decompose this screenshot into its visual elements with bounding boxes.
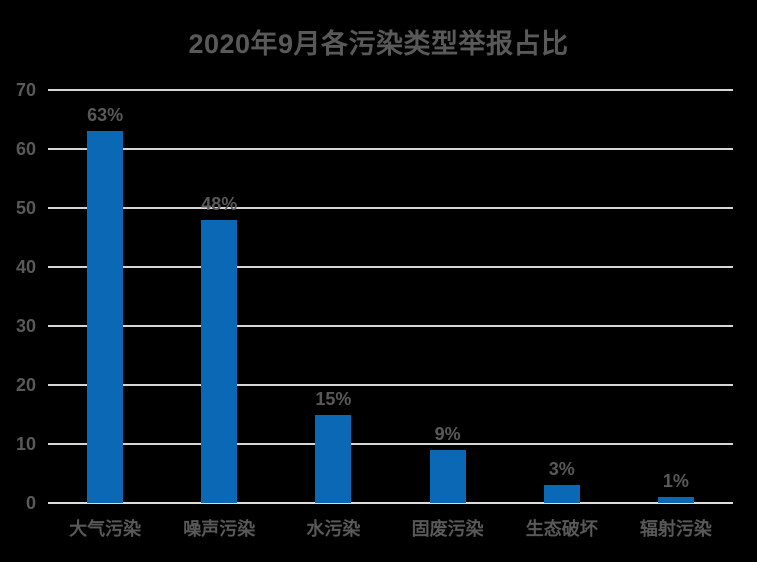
category-label: 大气污染 — [69, 519, 142, 539]
bar-大气污染 — [87, 131, 124, 503]
gridline — [48, 148, 733, 150]
gridline — [48, 266, 733, 268]
y-tick-label: 60 — [15, 139, 36, 159]
plot-area: 63% 48% 15% 9% 3% 1% — [48, 89, 733, 505]
bar-生态破坏 — [543, 485, 580, 503]
gridline — [48, 89, 733, 91]
data-label: 63% — [87, 105, 124, 126]
x-axis-line — [48, 502, 733, 505]
gridline — [48, 325, 733, 327]
y-tick-label: 0 — [25, 493, 36, 513]
data-label: 15% — [315, 388, 352, 409]
chart-title: 2020年9月各污染类型举报占比 — [188, 29, 569, 59]
data-label: 48% — [201, 193, 238, 214]
data-label: 9% — [434, 423, 461, 444]
data-label: 1% — [662, 471, 689, 492]
category-label: 噪声污染 — [183, 519, 256, 539]
y-tick-label: 20 — [15, 375, 36, 395]
bar-噪声污染 — [201, 219, 238, 503]
gridline — [48, 443, 733, 445]
category-label: 固废污染 — [411, 519, 484, 539]
bar-辐射污染 — [657, 497, 694, 503]
bar-固废污染 — [429, 449, 466, 503]
category-label: 辐射污染 — [639, 519, 712, 539]
data-label: 3% — [548, 459, 575, 480]
gridline — [48, 384, 733, 386]
y-tick-label: 40 — [15, 257, 36, 277]
y-tick-label: 70 — [15, 80, 36, 100]
y-tick-label: 50 — [15, 198, 36, 218]
category-label: 水污染 — [306, 519, 361, 539]
bar-水污染 — [315, 414, 352, 503]
category-label: 生态破坏 — [525, 519, 598, 539]
y-tick-label: 30 — [15, 316, 36, 336]
y-tick-label: 10 — [15, 434, 36, 454]
gridline — [48, 207, 733, 209]
